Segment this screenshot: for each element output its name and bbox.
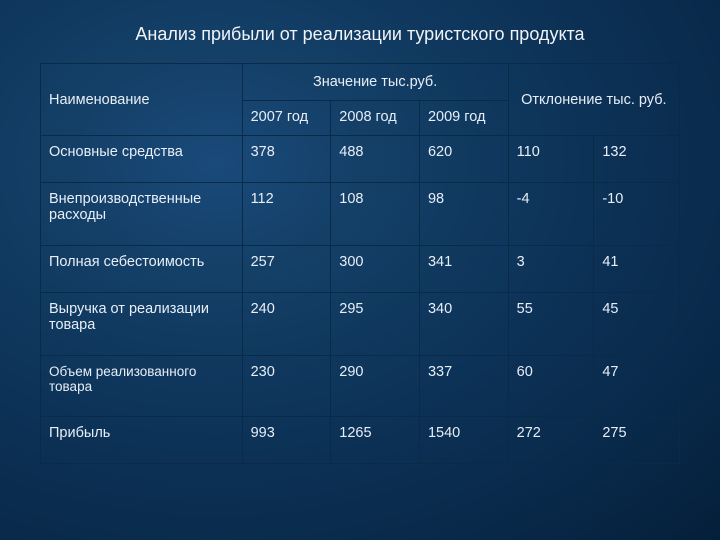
table-row: Внепроизводственные расходы11210898-4-10 <box>41 183 680 246</box>
cell-2008: 300 <box>331 246 420 293</box>
cell-dev2: 275 <box>594 417 680 464</box>
col-header-2009: 2009 год <box>419 101 508 136</box>
col-header-name: Наименование <box>41 64 243 136</box>
cell-2007: 230 <box>242 356 331 417</box>
cell-2009: 98 <box>419 183 508 246</box>
cell-2009: 1540 <box>419 417 508 464</box>
slide: Анализ прибыли от реализации туристского… <box>0 0 720 540</box>
cell-dev2: 47 <box>594 356 680 417</box>
cell-2009: 620 <box>419 136 508 183</box>
cell-2009: 337 <box>419 356 508 417</box>
cell-2008: 290 <box>331 356 420 417</box>
cell-2007: 378 <box>242 136 331 183</box>
cell-dev1: -4 <box>508 183 594 246</box>
table-row: Прибыль99312651540272275 <box>41 417 680 464</box>
table-row: Объем реализованного товара2302903376047 <box>41 356 680 417</box>
cell-2007: 257 <box>242 246 331 293</box>
cell-dev2: -10 <box>594 183 680 246</box>
cell-2007: 112 <box>242 183 331 246</box>
cell-name: Выручка от реализации товара <box>41 293 243 356</box>
cell-name: Полная себестоимость <box>41 246 243 293</box>
cell-dev1: 55 <box>508 293 594 356</box>
cell-name: Основные средства <box>41 136 243 183</box>
cell-dev1: 3 <box>508 246 594 293</box>
cell-dev1: 110 <box>508 136 594 183</box>
cell-2007: 993 <box>242 417 331 464</box>
table-header-row-1: Наименование Значение тыс.руб. Отклонени… <box>41 64 680 101</box>
col-header-2008: 2008 год <box>331 101 420 136</box>
cell-dev1: 272 <box>508 417 594 464</box>
table-row: Основные средства378488620110132 <box>41 136 680 183</box>
table-row: Выручка от реализации товара240295340554… <box>41 293 680 356</box>
cell-2008: 488 <box>331 136 420 183</box>
cell-2009: 341 <box>419 246 508 293</box>
slide-title: Анализ прибыли от реализации туристского… <box>40 24 680 45</box>
col-header-deviation-group: Отклонение тыс. руб. <box>508 64 679 136</box>
cell-dev2: 132 <box>594 136 680 183</box>
table-body: Основные средства378488620110132Внепроиз… <box>41 136 680 464</box>
col-header-2007: 2007 год <box>242 101 331 136</box>
profit-analysis-table: Наименование Значение тыс.руб. Отклонени… <box>40 63 680 464</box>
cell-2008: 295 <box>331 293 420 356</box>
cell-name: Объем реализованного товара <box>41 356 243 417</box>
cell-2009: 340 <box>419 293 508 356</box>
cell-2008: 108 <box>331 183 420 246</box>
cell-dev2: 45 <box>594 293 680 356</box>
cell-2008: 1265 <box>331 417 420 464</box>
table-row: Полная себестоимость257300341341 <box>41 246 680 293</box>
cell-name: Внепроизводственные расходы <box>41 183 243 246</box>
col-header-value-group: Значение тыс.руб. <box>242 64 508 101</box>
table-header: Наименование Значение тыс.руб. Отклонени… <box>41 64 680 136</box>
cell-2007: 240 <box>242 293 331 356</box>
cell-dev1: 60 <box>508 356 594 417</box>
cell-name: Прибыль <box>41 417 243 464</box>
cell-dev2: 41 <box>594 246 680 293</box>
